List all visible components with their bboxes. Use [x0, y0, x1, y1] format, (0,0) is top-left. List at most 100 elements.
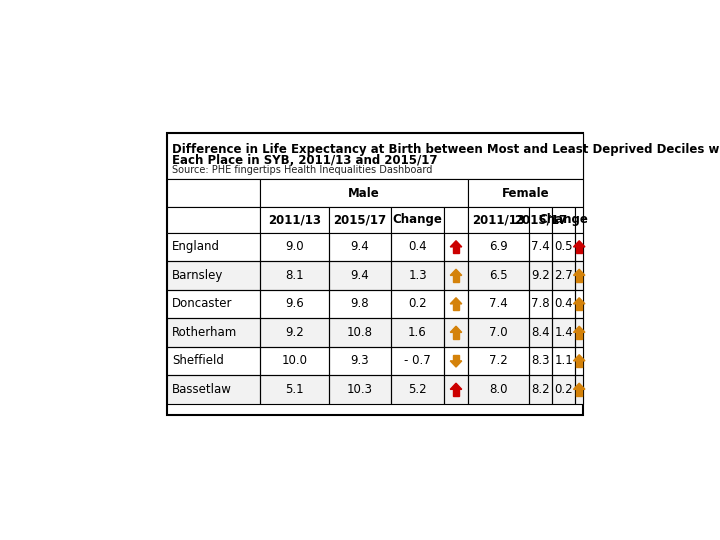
Bar	[167, 179, 260, 207]
Polygon shape	[573, 326, 585, 333]
Text: 5.2: 5.2	[408, 383, 427, 396]
Bar	[167, 289, 260, 318]
Polygon shape	[576, 247, 582, 253]
Polygon shape	[573, 269, 585, 275]
Bar	[167, 375, 583, 403]
Bar	[575, 375, 583, 403]
Text: - 0.7: - 0.7	[404, 354, 431, 367]
Bar	[167, 261, 260, 289]
Text: 6.5: 6.5	[489, 269, 508, 282]
Text: 9.3: 9.3	[351, 354, 369, 367]
Polygon shape	[573, 298, 585, 304]
Bar	[529, 261, 552, 289]
Text: 0.4: 0.4	[408, 240, 427, 253]
Text: 9.4: 9.4	[351, 240, 369, 253]
Bar	[467, 233, 529, 261]
Bar	[260, 179, 467, 207]
Text: 1.6: 1.6	[408, 326, 427, 339]
Bar	[575, 318, 583, 347]
Polygon shape	[453, 275, 459, 281]
Text: 7.0: 7.0	[489, 326, 508, 339]
Polygon shape	[573, 383, 585, 389]
Text: Difference in Life Expectancy at Birth between Most and Least Deprived Deciles w: Difference in Life Expectancy at Birth b…	[172, 143, 720, 157]
Bar	[529, 207, 552, 233]
Text: 9.4: 9.4	[351, 269, 369, 282]
Bar	[467, 375, 529, 403]
Bar	[529, 289, 552, 318]
Text: 0.2: 0.2	[554, 383, 573, 396]
Bar	[390, 318, 444, 347]
Text: 7.8: 7.8	[531, 298, 550, 310]
Bar	[552, 233, 575, 261]
Bar	[260, 261, 329, 289]
Text: 1.1: 1.1	[554, 354, 573, 367]
Polygon shape	[450, 326, 462, 333]
Bar	[552, 261, 575, 289]
Text: 9.2: 9.2	[285, 326, 304, 339]
Polygon shape	[573, 355, 585, 361]
Bar	[167, 132, 583, 179]
Text: 7.2: 7.2	[489, 354, 508, 367]
Bar	[260, 375, 329, 403]
Bar	[329, 318, 390, 347]
Bar	[390, 375, 444, 403]
Bar	[329, 347, 390, 375]
Polygon shape	[576, 333, 582, 339]
Bar	[329, 375, 390, 403]
Text: 5.1: 5.1	[285, 383, 304, 396]
Text: Rotherham: Rotherham	[172, 326, 237, 339]
Text: 8.0: 8.0	[489, 383, 508, 396]
Bar	[167, 318, 260, 347]
Bar	[467, 289, 529, 318]
Bar	[552, 207, 575, 233]
Bar	[552, 375, 575, 403]
Text: 2.7: 2.7	[554, 269, 573, 282]
Bar	[575, 347, 583, 375]
Bar	[552, 318, 575, 347]
Text: Female: Female	[502, 186, 549, 199]
Bar	[167, 233, 260, 261]
Polygon shape	[450, 361, 462, 367]
Text: 2015/17: 2015/17	[333, 213, 387, 226]
Text: 9.2: 9.2	[531, 269, 550, 282]
Bar	[444, 375, 467, 403]
Text: 10.3: 10.3	[347, 383, 373, 396]
Bar	[390, 261, 444, 289]
Bar	[575, 233, 583, 261]
Bar	[167, 233, 583, 261]
Bar	[390, 347, 444, 375]
Bar	[167, 318, 583, 347]
Text: Each Place in SYB, 2011/13 and 2015/17: Each Place in SYB, 2011/13 and 2015/17	[172, 154, 437, 167]
Polygon shape	[573, 241, 585, 247]
Polygon shape	[453, 355, 459, 361]
Bar	[444, 261, 467, 289]
Bar	[260, 207, 329, 233]
Polygon shape	[453, 389, 459, 395]
Text: 6.9: 6.9	[489, 240, 508, 253]
Text: 7.4: 7.4	[531, 240, 550, 253]
Text: 2015/17: 2015/17	[514, 213, 567, 226]
Text: 1.4: 1.4	[554, 326, 573, 339]
Bar	[329, 233, 390, 261]
Text: 0.5: 0.5	[554, 240, 573, 253]
Text: 0.4: 0.4	[554, 298, 573, 310]
Text: 7.4: 7.4	[489, 298, 508, 310]
Bar	[260, 233, 329, 261]
Bar	[529, 318, 552, 347]
Text: Barnsley: Barnsley	[172, 269, 223, 282]
Text: Change: Change	[392, 213, 443, 226]
Bar	[260, 289, 329, 318]
Bar	[467, 207, 529, 233]
Text: 2011/13: 2011/13	[472, 213, 525, 226]
Bar	[167, 289, 583, 318]
Bar	[444, 233, 467, 261]
Text: 10.0: 10.0	[282, 354, 307, 367]
Text: 2011/13: 2011/13	[268, 213, 321, 226]
Bar	[329, 261, 390, 289]
Text: 8.3: 8.3	[531, 354, 550, 367]
Bar	[390, 207, 444, 233]
Bar	[552, 289, 575, 318]
Bar	[260, 347, 329, 375]
Text: Doncaster: Doncaster	[172, 298, 233, 310]
Bar	[329, 289, 390, 318]
